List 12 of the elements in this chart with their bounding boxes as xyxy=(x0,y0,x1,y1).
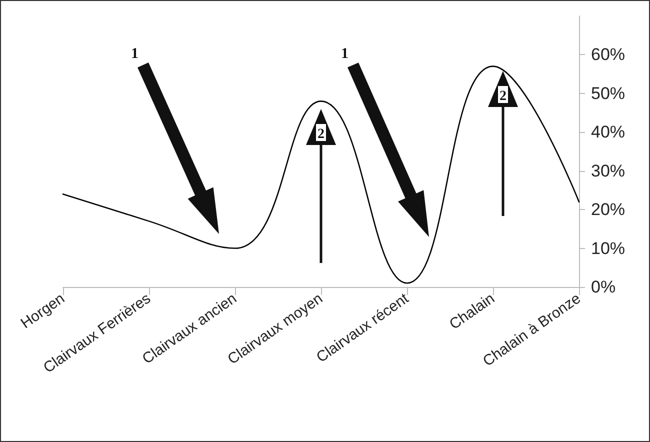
y-tick-label: 40% xyxy=(591,122,626,142)
y-tick-label: 10% xyxy=(591,238,626,258)
annotation: 1 xyxy=(341,46,348,62)
annotation: 1 xyxy=(131,46,138,62)
y-tick-label: 60% xyxy=(591,45,626,64)
y-tick-label: 20% xyxy=(591,200,626,220)
y-tick-label: 0% xyxy=(591,278,616,296)
annotation: 2 xyxy=(318,127,324,142)
line-series xyxy=(62,66,580,284)
annotation: 2 xyxy=(500,89,506,104)
y-tick-label: 50% xyxy=(591,84,626,103)
y-tick-label: 30% xyxy=(591,161,626,180)
